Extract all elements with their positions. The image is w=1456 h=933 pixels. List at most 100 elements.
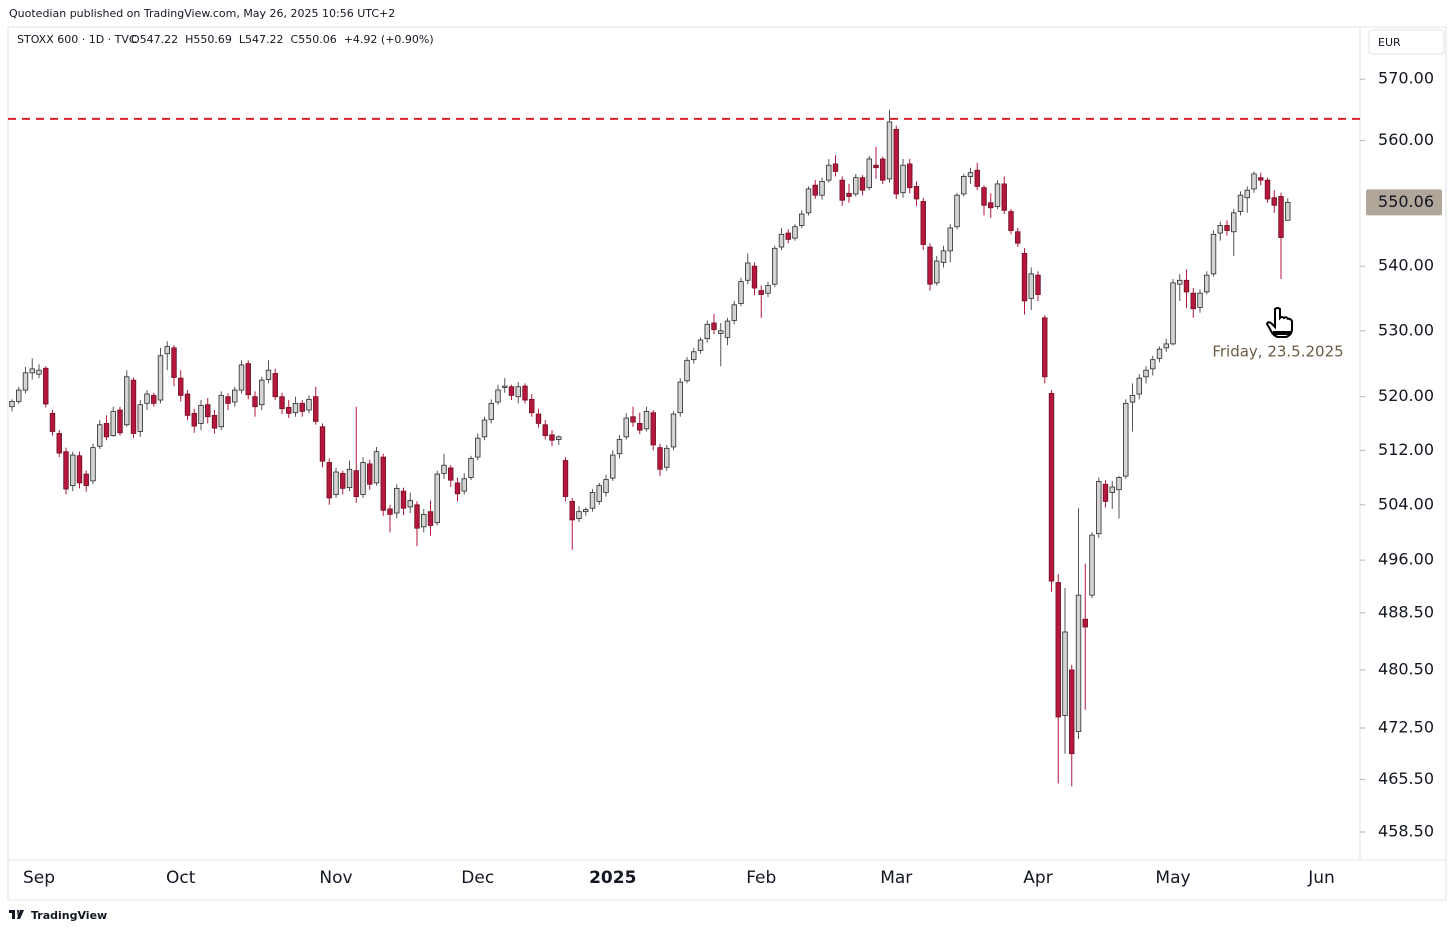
- y-tick-label: 496.00: [1378, 550, 1434, 569]
- candle-body: [56, 433, 62, 454]
- candle-body: [583, 509, 589, 513]
- candle-body: [967, 172, 974, 177]
- candle-body: [623, 417, 629, 438]
- candle-body: [1055, 582, 1061, 718]
- candle-body: [994, 183, 1001, 207]
- candle-body: [616, 439, 623, 455]
- candle-body: [124, 376, 130, 426]
- candle-body: [191, 412, 197, 427]
- candle-body: [1143, 369, 1149, 378]
- y-tick-label: 530.00: [1378, 320, 1434, 339]
- candle-body: [988, 202, 994, 209]
- candle-body: [1251, 173, 1257, 190]
- candle-body: [468, 458, 474, 478]
- x-tick-label: May: [1155, 868, 1190, 888]
- candle-body: [738, 281, 744, 304]
- candle-body: [670, 413, 677, 448]
- candle-body: [16, 389, 22, 402]
- x-tick-label: Mar: [880, 868, 912, 888]
- y-tick-label: 458.50: [1378, 821, 1434, 840]
- candle-body: [481, 419, 488, 438]
- candle-body: [461, 478, 467, 492]
- candle-body: [907, 163, 913, 189]
- candle-body: [940, 250, 947, 263]
- candle-body: [76, 455, 83, 484]
- candle-body: [745, 262, 751, 281]
- candle-body: [650, 412, 656, 446]
- x-tick-label: Dec: [461, 868, 494, 888]
- candle-body: [1069, 669, 1075, 755]
- currency-box: [1368, 29, 1445, 55]
- candle-body: [1109, 486, 1115, 493]
- candle-body: [279, 396, 285, 410]
- currency: EUR: [1378, 36, 1401, 49]
- candle-body: [380, 456, 386, 511]
- x-tick-label: Feb: [746, 868, 776, 888]
- candle-body: [448, 467, 454, 481]
- candle-body: [934, 260, 940, 284]
- legend-value: L547.22: [239, 33, 284, 46]
- candle-body: [1197, 292, 1203, 308]
- y-tick-label: 560.00: [1378, 130, 1434, 149]
- legend-value: H550.69: [185, 33, 232, 46]
- candle-body: [454, 482, 461, 495]
- candle-body: [198, 404, 204, 424]
- candle-body: [805, 188, 812, 214]
- last-price-box: [1366, 189, 1442, 216]
- candle-body: [961, 176, 967, 195]
- candle-body: [441, 464, 447, 474]
- candle-body: [421, 514, 427, 528]
- candle-body: [1089, 534, 1095, 596]
- y-tick-label: 520.00: [1378, 386, 1434, 405]
- candle-body: [866, 158, 872, 189]
- candle-body: [218, 394, 224, 428]
- candle-body: [1237, 194, 1244, 212]
- candle-body: [272, 373, 278, 398]
- candle-body: [711, 322, 717, 330]
- candle-body: [97, 424, 103, 447]
- candle-body: [697, 339, 704, 351]
- last-price-label: 550.06: [1378, 192, 1434, 211]
- candle-body: [1190, 292, 1196, 310]
- candle-body: [205, 404, 211, 418]
- candle-body: [110, 410, 116, 436]
- x-tick-label: Apr: [1023, 868, 1052, 888]
- candle-body: [630, 416, 636, 423]
- candle-body: [1258, 177, 1264, 181]
- candle-body: [394, 487, 400, 514]
- candle-body: [1008, 211, 1014, 231]
- candle-body: [893, 128, 899, 195]
- candle-body: [1224, 225, 1230, 231]
- candle-body: [346, 468, 353, 489]
- candle-body: [333, 471, 339, 495]
- candle-body: [556, 436, 562, 440]
- candle-body: [1264, 179, 1271, 200]
- candle-body: [846, 192, 852, 197]
- candle-body: [178, 377, 184, 396]
- candle-body: [853, 177, 859, 195]
- candle-body: [1156, 348, 1163, 359]
- candle-body: [292, 402, 299, 414]
- candle-body: [434, 473, 440, 524]
- candle-body: [758, 290, 764, 295]
- candle-body: [353, 470, 359, 497]
- y-tick-label: 540.00: [1378, 256, 1434, 275]
- candle-body: [184, 393, 191, 416]
- candle-body: [704, 323, 710, 340]
- candle-body: [610, 454, 616, 479]
- candle-body: [326, 462, 332, 499]
- candle-body: [232, 389, 238, 403]
- candle-body: [772, 247, 778, 285]
- candle-body: [542, 424, 548, 436]
- candle-body: [839, 179, 845, 201]
- candle-body: [36, 369, 42, 375]
- candle-body: [238, 364, 245, 391]
- candle-body: [718, 330, 724, 334]
- candle-body: [785, 232, 791, 240]
- candle-body: [954, 194, 960, 228]
- candle-body: [913, 186, 920, 200]
- candle-body: [151, 394, 157, 404]
- candle-body: [569, 500, 575, 521]
- candle-body: [535, 413, 542, 424]
- candle-body: [1123, 402, 1129, 477]
